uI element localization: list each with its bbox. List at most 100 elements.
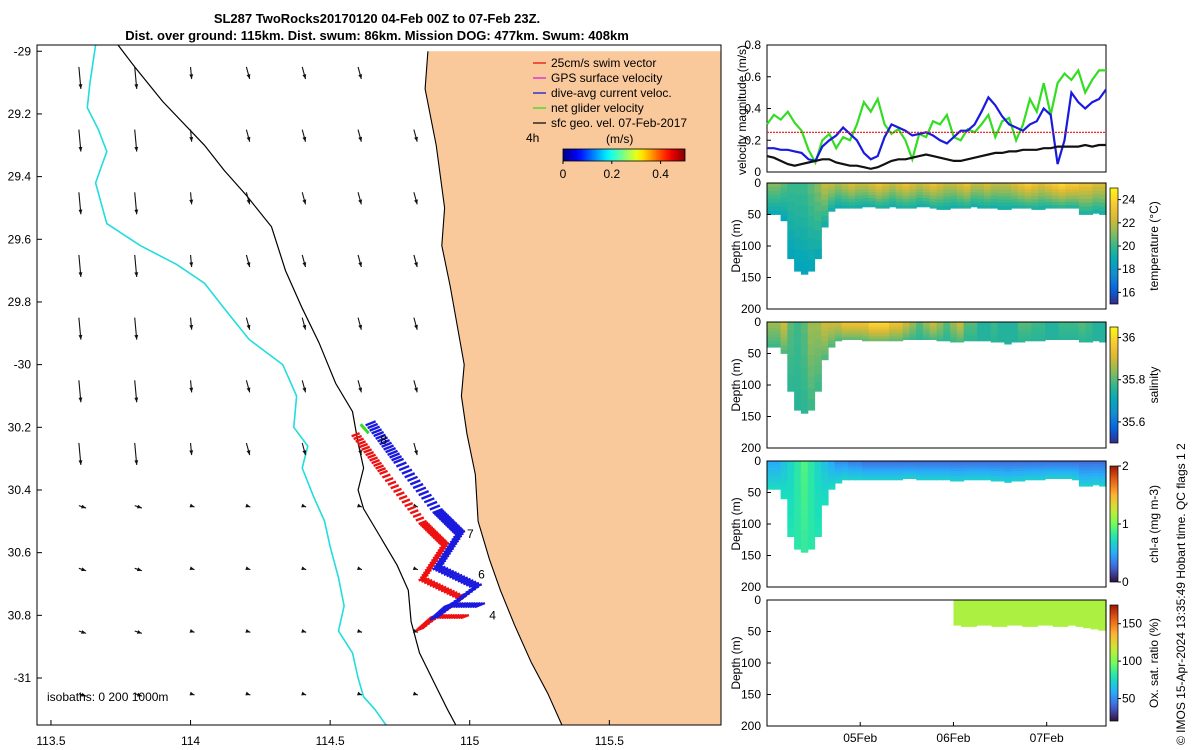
temperature-cell (821, 188, 829, 195)
salinity-cell (984, 326, 992, 330)
chla-cell (848, 468, 856, 471)
chla-cell (1078, 483, 1087, 487)
salinity-cell (828, 337, 836, 342)
temperature-cell (868, 186, 877, 190)
temperature-cell (841, 192, 849, 196)
salinity-cell (767, 322, 775, 326)
oxygen-cell (1045, 622, 1054, 626)
salinity-cell (950, 329, 958, 333)
trackRed-segment (384, 476, 394, 483)
temperature-cell (963, 189, 971, 193)
temperature-cell (1045, 195, 1053, 200)
salinity-cell (916, 326, 924, 329)
chla-cell (848, 477, 856, 481)
chla-cell (1031, 477, 1039, 481)
temperature-cell (848, 192, 856, 196)
salinity-cell (882, 338, 890, 342)
chla-cell (1058, 472, 1066, 475)
trackBlue-segment (468, 581, 480, 589)
time-x-tick-label: 07Feb (1030, 731, 1064, 745)
oxygen-cell (1098, 600, 1107, 605)
oxygen-cell (1060, 603, 1069, 607)
trackBlue-segment (451, 534, 463, 542)
temperature-cell (1085, 202, 1094, 207)
chla-cell (922, 470, 931, 474)
chla-cell (868, 461, 877, 464)
temperature-cell (1092, 205, 1100, 210)
oxygen-cell (961, 606, 970, 611)
temperature-cell (916, 203, 924, 208)
sfc-geo-arrowhead (302, 199, 307, 205)
temperature-cell (1099, 186, 1107, 192)
salinity-cell (868, 333, 877, 337)
salinity-cell (834, 322, 843, 325)
salinity-cell (848, 324, 856, 327)
chla-cell (1072, 470, 1080, 474)
sfc-geo-arrowhead (414, 199, 418, 205)
temperature-cell (956, 198, 965, 203)
sfc-geo-arrowhead (189, 503, 195, 508)
temperature-cell (1072, 192, 1080, 196)
trackBlue-segment (371, 428, 383, 435)
salinity-cell (970, 329, 978, 332)
chla-cell (814, 508, 822, 519)
sfc-geo-arrowhead (358, 450, 363, 456)
salinity-cell (889, 329, 897, 332)
salinity-cell (875, 333, 883, 337)
chla-cell (807, 538, 816, 550)
salinity-cell (1058, 322, 1066, 325)
temperature-cell (970, 183, 978, 187)
salinity-cell (882, 331, 890, 335)
vector-time-label: 4h (526, 131, 539, 145)
salinity-cell (800, 367, 809, 380)
chla-cell (807, 516, 816, 528)
chla-cell (977, 470, 985, 474)
sfc-geo-arrowhead (246, 450, 251, 456)
salinity-cell (1031, 324, 1039, 328)
temperature-cell (821, 183, 829, 189)
temperature-cell (773, 198, 782, 204)
chla-cell (773, 464, 782, 469)
temperature-cell (848, 198, 856, 203)
salinity-cell (1038, 338, 1046, 342)
chla-cell (902, 461, 910, 464)
temperature-cell (963, 195, 971, 200)
temperature-cell (1085, 206, 1094, 211)
temperature-cell (875, 183, 883, 187)
oxygen-cell (991, 600, 1000, 604)
temperature-cell (828, 207, 836, 212)
sfc-geo-arrowhead (246, 136, 251, 142)
salinity-cell (807, 377, 816, 389)
temperature-cell (943, 206, 951, 210)
chla-cell (1045, 461, 1053, 464)
trackBlue-segment (367, 422, 379, 430)
temperature-cell (828, 197, 836, 202)
oxygen-cell (1052, 616, 1061, 621)
temperature-cell (1017, 186, 1026, 190)
chla-cell (848, 461, 856, 464)
salinity-ylabel: Depth (m) (729, 358, 743, 411)
oxygen-cell (1037, 600, 1046, 604)
oxygen-ylabel: Depth (m) (729, 636, 743, 689)
salinity-cell (936, 326, 944, 330)
salinity-cell (800, 379, 809, 391)
trackBlue-segment (443, 547, 455, 554)
temperature-cell (895, 195, 904, 200)
temperature-y-tick-label: 150 (741, 271, 761, 285)
salinity-colorbar-tick-label: 36 (1122, 331, 1136, 345)
chla-cell (929, 472, 938, 476)
salinity-cell (1085, 329, 1094, 333)
salinity-cell (773, 328, 782, 332)
salinity-cell (773, 325, 782, 329)
salinity-cell (1099, 332, 1107, 335)
temperature-cell (1011, 189, 1019, 193)
chla-cell (936, 472, 944, 476)
trackBlue-segment (444, 544, 456, 551)
chla-cell (889, 472, 897, 476)
temperature-cell (984, 195, 992, 200)
salinity-cell (997, 332, 1005, 335)
temperature-cell (841, 195, 849, 200)
temperature-cell (1058, 186, 1066, 190)
salinity-cell (889, 324, 897, 328)
temperature-cell (821, 221, 829, 228)
